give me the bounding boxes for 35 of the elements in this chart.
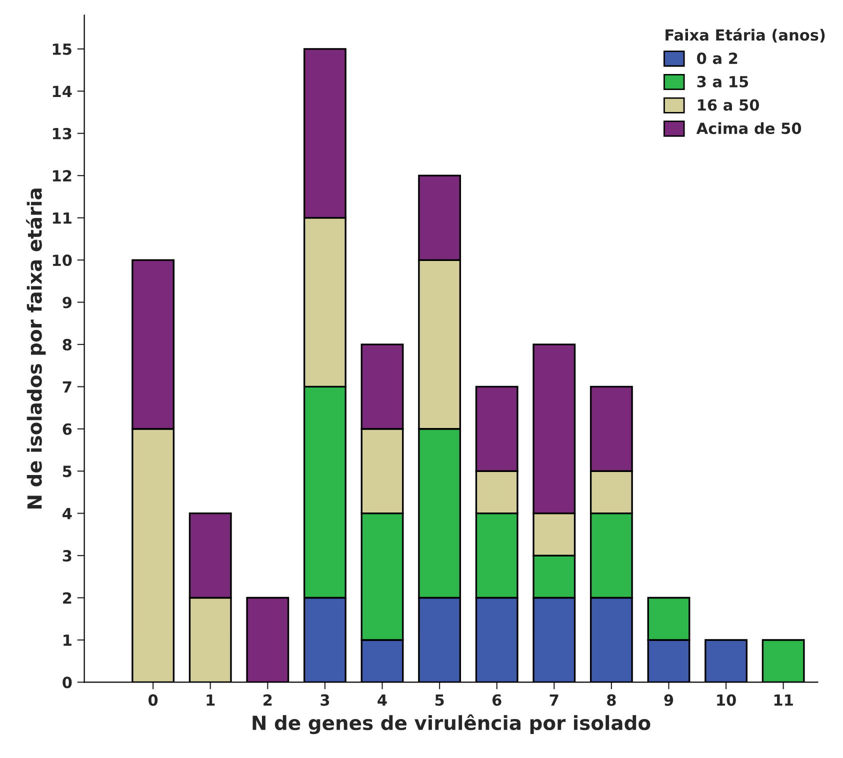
y-tick-label: 15 xyxy=(52,44,72,55)
x-tick-label: 11 xyxy=(774,694,793,706)
legend-label: Acima de 50 xyxy=(696,122,802,134)
x-tick-label: 4 xyxy=(378,694,387,706)
y-tick-label: 8 xyxy=(62,338,72,350)
y-tick-label: 11 xyxy=(52,212,72,224)
x-tick-label: 8 xyxy=(607,694,616,706)
y-tick-label: 1 xyxy=(64,634,72,646)
x-tick-label: 9 xyxy=(664,694,674,706)
y-tick-label: 3 xyxy=(62,550,72,562)
x-tick-label: 2 xyxy=(264,694,272,706)
x-axis-title: N de genes de virulência por isolado xyxy=(252,714,650,734)
y-tick-label: 0 xyxy=(62,676,72,688)
x-tick-label: 1 xyxy=(206,694,215,706)
legend-label: 16 a 50 xyxy=(698,99,760,111)
y-tick-label: 2 xyxy=(63,592,72,604)
x-tick-label: 6 xyxy=(492,694,502,706)
y-tick-label: 4 xyxy=(62,508,72,520)
legend-label: 3 a 15 xyxy=(697,76,748,88)
y-axis-title: N de isolados por faixa etária xyxy=(26,188,46,508)
legend-title: Faixa Etária (anos) xyxy=(666,28,825,43)
x-tick-label: 5 xyxy=(435,694,444,706)
x-tick-label: 7 xyxy=(550,694,558,706)
y-tick-label: 13 xyxy=(52,128,72,140)
y-tick-label: 7 xyxy=(62,381,72,392)
y-tick-label: 9 xyxy=(62,296,72,308)
legend-label: 0 a 2 xyxy=(697,52,738,64)
x-tick-label: 10 xyxy=(717,694,736,706)
y-tick-label: 6 xyxy=(62,423,72,435)
x-tick-label: 0 xyxy=(148,694,158,706)
y-tick-label: 10 xyxy=(52,254,72,266)
y-tick-label: 5 xyxy=(63,466,72,478)
y-tick-label: 14 xyxy=(52,86,72,97)
y-tick-label: 12 xyxy=(52,170,72,182)
x-tick-label: 3 xyxy=(320,694,330,706)
